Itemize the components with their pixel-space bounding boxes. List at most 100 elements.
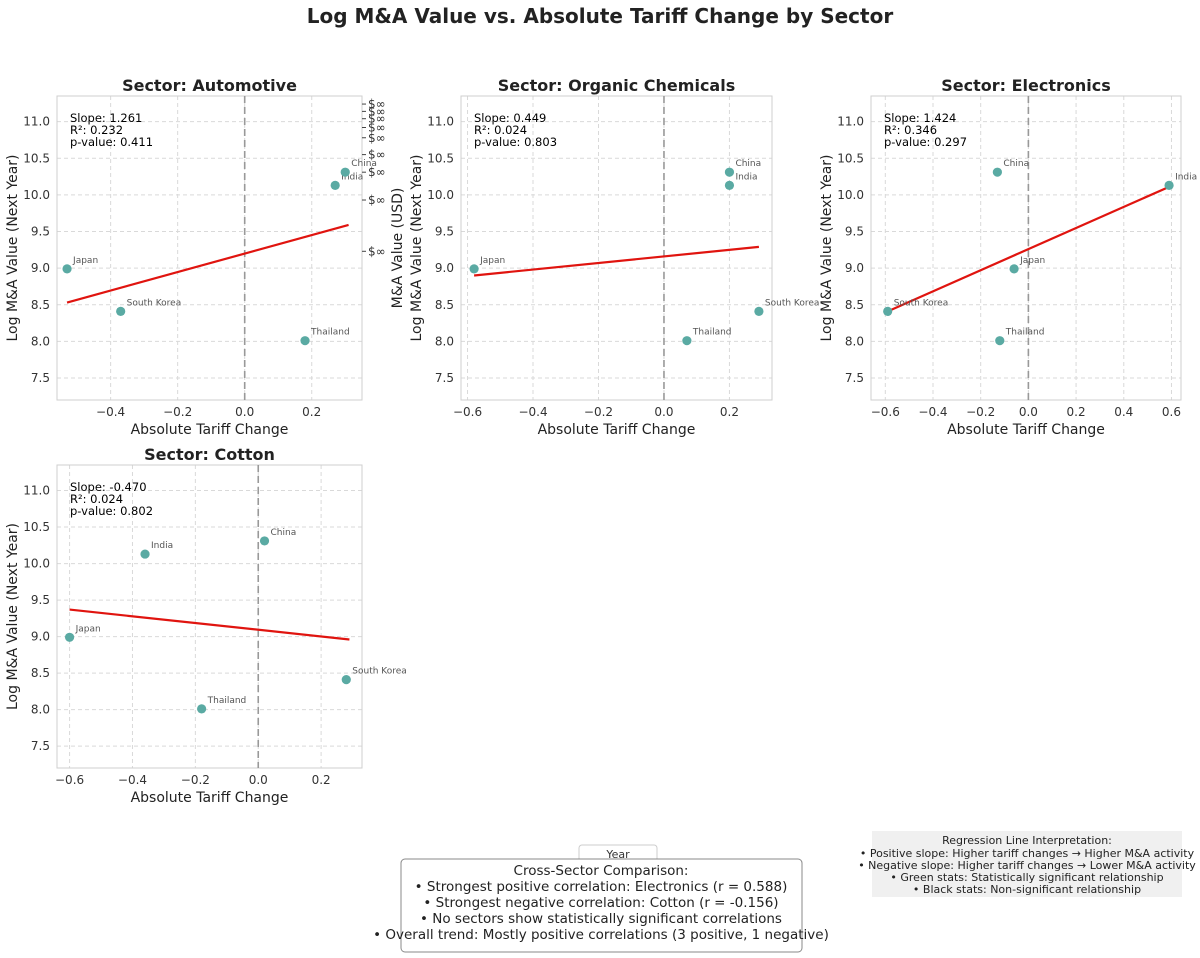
y-tick-label: 9.5 xyxy=(435,225,454,239)
x-tick-label: −0.2 xyxy=(181,773,210,787)
x-tick-label: 0.0 xyxy=(654,405,673,419)
regression-line xyxy=(69,608,350,641)
panel-automotive: 7.5 8.0 8.5 9.0 9.5 10.0 10.5 11.0 −0.4 −0.2 0.0 0.… xyxy=(5,76,406,438)
y-tick-label: 11.0 xyxy=(427,115,454,129)
comparison-title: Cross-Sector Comparison: xyxy=(514,863,689,879)
point-label: South Korea xyxy=(894,298,949,308)
point-label: Japan xyxy=(72,256,98,266)
y-tick-label: 8.0 xyxy=(845,334,864,348)
interpretation-line: • Positive slope: Higher tariff changes … xyxy=(860,847,1195,860)
data-point xyxy=(469,264,479,274)
y-tick-label: 9.0 xyxy=(31,630,50,644)
comparison-line: • No sectors show statistically signific… xyxy=(420,911,782,927)
secondary-tick-label: $∞ xyxy=(368,104,386,118)
y-tick-label: 9.0 xyxy=(845,261,864,275)
y-tick-label: 7.5 xyxy=(845,371,864,385)
stats-text: Slope: 1.261 xyxy=(70,111,142,125)
y-tick-label: 9.5 xyxy=(31,225,50,239)
point-label: China xyxy=(735,159,761,169)
y-tick-label: 10.0 xyxy=(23,188,50,202)
point-label: South Korea xyxy=(765,298,820,308)
secondary-tick-label: $∞ xyxy=(368,244,386,258)
y-tick-label: 8.0 xyxy=(31,703,50,717)
point-label: South Korea xyxy=(127,298,182,308)
y-tick-label: 8.5 xyxy=(31,666,50,680)
point-label: Thailand xyxy=(207,696,247,706)
x-tick-label: −0.6 xyxy=(871,405,900,419)
y-tick-label: 10.5 xyxy=(837,151,864,165)
data-point xyxy=(724,167,735,177)
stats-text: Slope: 0.449 xyxy=(474,111,546,125)
plot-frame xyxy=(56,464,363,769)
y-tick-label: 7.5 xyxy=(31,371,50,385)
y-axis-label: Log M&A Value (Next Year) xyxy=(409,154,425,341)
data-point xyxy=(995,336,1005,346)
plot-frame xyxy=(870,95,1182,401)
x-tick-label: 0.4 xyxy=(1114,405,1133,419)
y-tick-label: 9.5 xyxy=(31,593,50,607)
y-tick-label: 8.5 xyxy=(31,298,50,312)
x-axis-label: Absolute Tariff Change xyxy=(947,422,1105,438)
point-label: Japan xyxy=(75,624,101,634)
y-tick-label: 10.5 xyxy=(23,151,50,165)
point-label: China xyxy=(351,159,377,169)
interpretation-box: Regression Line Interpretation: • Positi… xyxy=(858,831,1196,897)
comparison-line: • Strongest negative correlation: Cotton… xyxy=(423,895,778,911)
y-tick-label: 10.0 xyxy=(427,188,454,202)
point-label: Thailand xyxy=(1005,328,1045,338)
interpretation-line: • Negative slope: Higher tariff changes … xyxy=(858,859,1196,872)
point-label: Thailand xyxy=(310,328,350,338)
x-tick-label: −0.2 xyxy=(966,405,995,419)
x-tick-label: 0.0 xyxy=(1019,405,1038,419)
point-label: Japan xyxy=(1019,256,1045,266)
panel-title: Sector: Automotive xyxy=(122,76,297,95)
x-tick-label: −0.4 xyxy=(96,405,125,419)
data-point xyxy=(1009,264,1019,274)
point-label: China xyxy=(271,528,297,538)
regression-line xyxy=(887,185,1170,313)
secondary-tick-label: $∞ xyxy=(368,131,386,145)
stats-text: Slope: 1.424 xyxy=(884,111,956,125)
y-tick-label: 9.0 xyxy=(31,261,50,275)
y-tick-label: 11.0 xyxy=(837,115,864,129)
data-point xyxy=(992,167,1002,177)
y-tick-label: 10.0 xyxy=(23,557,50,571)
stats-text: Slope: -0.470 xyxy=(70,480,147,494)
panel-organic-chemicals: 7.5 8.0 8.5 9.0 9.5 10.0 10.5 11.0 −0.6 −0.4 −0.2 0… xyxy=(409,76,819,438)
stats-text: R²: 0.024 xyxy=(474,123,527,137)
regression-line xyxy=(66,223,349,304)
regression-line xyxy=(473,245,760,277)
y-tick-label: 7.5 xyxy=(435,371,454,385)
interpretation-line: • Black stats: Non-significant relations… xyxy=(913,883,1141,896)
y-tick-label: 9.0 xyxy=(435,261,454,275)
x-tick-label: 0.6 xyxy=(1162,405,1181,419)
point-label: Thailand xyxy=(692,328,732,338)
figure-title: Log M&A Value vs. Absolute Tariff Change… xyxy=(307,4,894,28)
stats-text: R²: 0.346 xyxy=(884,123,937,137)
point-label: India xyxy=(1175,172,1197,182)
stats-text: p-value: 0.803 xyxy=(474,135,557,149)
data-point xyxy=(116,306,126,316)
panel-title: Sector: Cotton xyxy=(144,445,275,464)
x-axis-label: Absolute Tariff Change xyxy=(538,422,696,438)
point-label: China xyxy=(1003,159,1029,169)
stats-text: p-value: 0.411 xyxy=(70,135,153,149)
stats-text: p-value: 0.297 xyxy=(884,135,967,149)
data-point xyxy=(883,306,893,316)
legend-title: Year xyxy=(605,848,630,861)
data-point xyxy=(341,675,351,685)
y-tick-label: 8.5 xyxy=(845,298,864,312)
point-label: India xyxy=(735,172,757,182)
x-tick-label: −0.4 xyxy=(918,405,947,419)
secondary-tick-label: $∞ xyxy=(368,120,386,134)
y-tick-label: 11.0 xyxy=(23,115,50,129)
panel-title: Sector: Electronics xyxy=(941,76,1111,95)
y-tick-label: 8.0 xyxy=(435,334,454,348)
y-tick-label: 9.5 xyxy=(845,225,864,239)
point-label: South Korea xyxy=(352,667,407,677)
x-tick-label: −0.6 xyxy=(55,773,84,787)
y-tick-label: 8.0 xyxy=(31,334,50,348)
y-tick-label: 8.5 xyxy=(435,298,454,312)
interpretation-title: Regression Line Interpretation: xyxy=(942,834,1112,847)
